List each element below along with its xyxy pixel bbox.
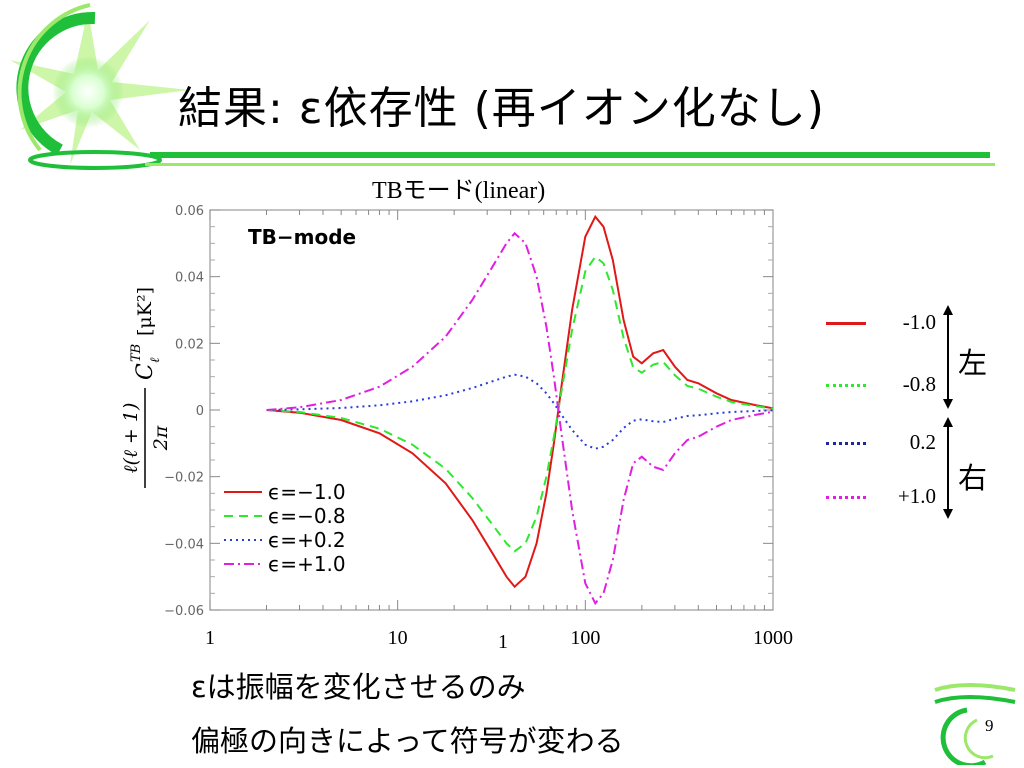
- legend-label-1: ϵ=−0.8: [268, 504, 346, 528]
- y-label-unit: [μK²]: [134, 287, 156, 336]
- y-label-denominator: 2π: [150, 425, 172, 451]
- side-legend-value: 0.2: [909, 430, 936, 454]
- side-legend-value: +1.0: [897, 484, 936, 508]
- title-rule-light: [145, 163, 995, 166]
- sunburst-icon: [10, 10, 190, 165]
- x-tick-label: 1: [205, 627, 215, 649]
- y-label-c: C: [133, 363, 158, 380]
- arc-stroke-light: [17, 3, 91, 152]
- arc-stroke: [16, 11, 96, 156]
- y-tick-label: −0.04: [164, 537, 204, 552]
- legend-label-3: ϵ=+1.0: [268, 552, 346, 576]
- ring-stroke: [28, 150, 162, 170]
- group-label-right: 右: [958, 461, 988, 495]
- series-line-3: [266, 231, 774, 606]
- group-label-left: 左: [958, 346, 988, 380]
- bracket-arrows: [943, 305, 953, 519]
- slide-logo-decoration: [10, 3, 190, 170]
- y-tick-label: −0.06: [164, 604, 204, 619]
- arrowhead-up-icon: [943, 417, 953, 427]
- panel-label: TB−mode: [248, 225, 356, 249]
- x-stray-label: 1: [498, 631, 508, 653]
- y-tick-label: 0.02: [175, 337, 204, 352]
- series-line-0: [266, 214, 774, 589]
- legend-label-2: ϵ=+0.2: [268, 528, 346, 552]
- side-legend-value: -0.8: [902, 372, 936, 396]
- side-legend-row: 0.2: [826, 430, 936, 456]
- side-legend-swatch: [826, 442, 866, 445]
- y-tick-label: 0: [196, 404, 204, 419]
- arrowhead-down-icon: [943, 399, 953, 409]
- side-legend-value: -1.0: [902, 310, 936, 334]
- series-line-1: [266, 255, 774, 553]
- y-tick-label: −0.02: [164, 471, 204, 486]
- bottom-text-line-2: 偏極の向きによって符号が変わる: [191, 724, 624, 758]
- x-tick-label: 1000: [753, 627, 793, 649]
- page-number: 9: [985, 716, 994, 735]
- y-axis-label: ℓ(ℓ + 1) 2π CTB ℓ [μK²]: [120, 287, 172, 488]
- page-badge: [934, 683, 1016, 765]
- y-label-numerator: ℓ(ℓ + 1): [120, 403, 142, 474]
- slide-title: 結果: ε依存性 (再イオン化なし): [178, 83, 825, 134]
- series-line-2: [266, 373, 774, 450]
- side-legend-swatch: [826, 322, 866, 325]
- side-legend-row: -0.8: [826, 372, 936, 398]
- chart-heading: TBモード(linear): [372, 178, 546, 204]
- y-tick-label: 0.06: [175, 204, 204, 219]
- title-rule: [150, 152, 990, 158]
- legend-label-0: ϵ=−1.0: [268, 480, 346, 504]
- side-legend-swatch: [826, 384, 866, 387]
- arrowhead-down-icon: [943, 509, 953, 519]
- arrowhead-up-icon: [943, 305, 953, 315]
- side-legend-swatch: [826, 496, 866, 499]
- x-tick-label: 100: [570, 627, 600, 649]
- x-tick-label: 10: [388, 627, 408, 649]
- y-label-superscript: TB: [129, 344, 144, 362]
- bottom-text-line-1: εは振幅を変化させるのみ: [191, 670, 526, 704]
- tb-mode-chart: 0.060.040.020−0.02−0.04−0.061 10 100 10001T…: [120, 204, 793, 653]
- y-label-subscript: ℓ: [148, 357, 163, 363]
- y-tick-label: 0.04: [175, 271, 204, 286]
- side-legend-row: +1.0: [826, 484, 936, 510]
- side-legend-row: -1.0: [826, 310, 936, 336]
